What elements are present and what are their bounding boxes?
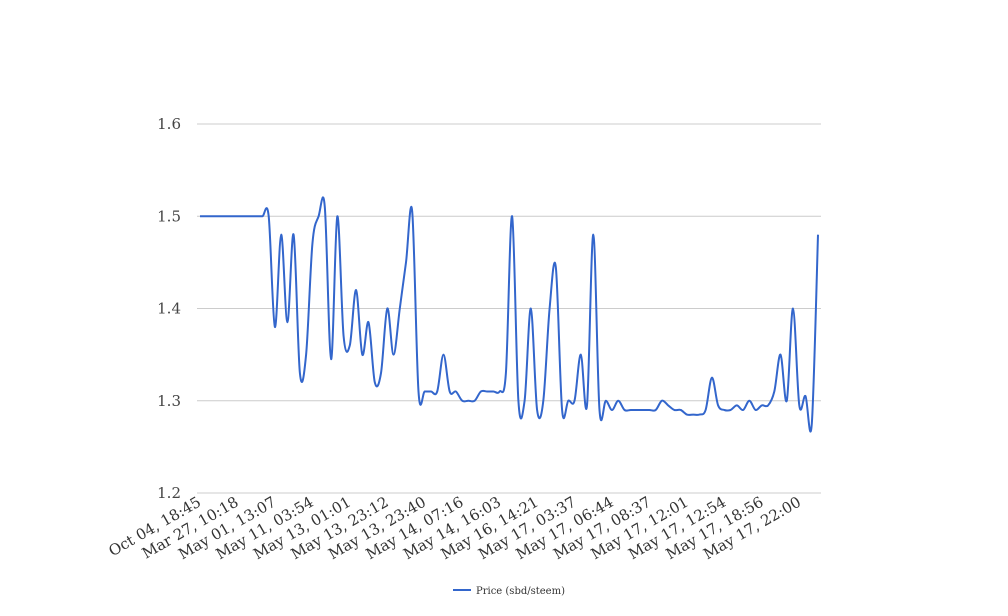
y-tick-label: 1.3 [157, 392, 181, 410]
y-tick-label: 1.6 [157, 115, 181, 133]
y-tick-label: 1.4 [157, 300, 181, 318]
y-axis-ticks: 1.2 1.3 1.4 1.5 1.6 [157, 115, 181, 502]
y-tick-label: 1.5 [157, 207, 181, 225]
legend: Price (sbd/steem) [453, 586, 565, 597]
legend-label: Price (sbd/steem) [476, 586, 565, 597]
y-tick-label: 1.2 [157, 484, 181, 502]
series-layer [200, 196, 819, 433]
series-line [200, 196, 819, 433]
